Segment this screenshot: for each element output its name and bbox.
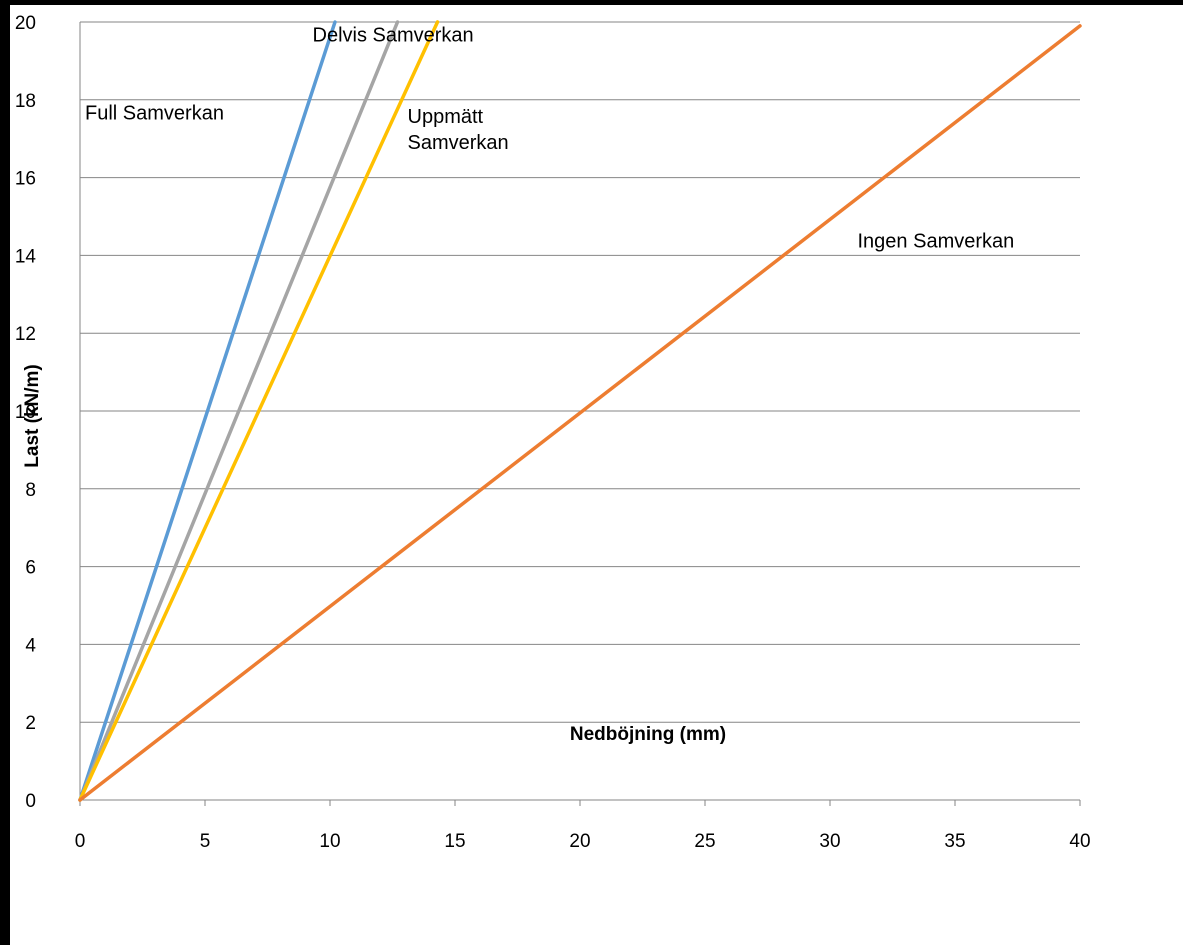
y-tick-label-9: 18 [15,91,36,112]
x-tick-label-5: 25 [694,831,715,852]
annotation-1: Delvis Samverkan [313,24,474,46]
x-tick-label-4: 20 [569,831,590,852]
y-tick-label-4: 8 [25,480,36,501]
y-tick-label-10: 20 [15,13,36,34]
annotation-2-line-1: Samverkan [408,132,509,154]
annotation-3-line-0: Ingen Samverkan [858,231,1015,253]
annotation-layer: Full Samverkan Delvis Samverkan Uppmätt Sam… [85,24,1014,252]
annotation-1-line-0: Delvis Samverkan [313,24,474,46]
x-axis-title: Nedböjning (mm) [570,724,726,745]
x-tick-label-1: 5 [200,831,211,852]
x-tick-label-2: 10 [319,831,340,852]
series-line-3 [78,24,1082,802]
y-tick-label-1: 2 [25,713,36,734]
annotation-0-line-0: Full Samverkan [85,102,224,124]
x-tick-label-8: 40 [1069,831,1090,852]
y-tick-label-8: 16 [15,169,36,190]
x-tick-label-0: 0 [75,831,86,852]
chart-frame: 0 2 4 6 8 10 12 14 16 18 20 0 5 10 15 20 25 30 35 40 Full S… [10,5,1183,945]
series-line-2 [78,20,440,802]
chart-svg: 0 2 4 6 8 10 12 14 16 18 20 0 5 10 15 20 25 30 35 40 Full S… [15,13,1091,852]
y-tick-label-0: 0 [25,791,36,812]
series-line-0 [78,20,337,802]
x-tick-label-7: 35 [944,831,965,852]
x-tick-label-3: 15 [444,831,465,852]
axis-layer: 0 2 4 6 8 10 12 14 16 18 20 0 5 10 15 20 25 30 35 40 [15,13,1091,852]
y-tick-label-7: 14 [15,246,37,267]
series-layer [78,20,1082,802]
annotation-2-line-0: Uppmätt [408,106,484,128]
y-tick-label-5: 10 [15,402,36,423]
annotation-0: Full Samverkan [85,102,224,124]
y-tick-label-2: 4 [25,635,36,656]
annotation-3: Ingen Samverkan [858,231,1015,253]
y-axis-title: Last (kN/m) [22,364,43,467]
grid-layer [80,21,1080,723]
x-tick-label-6: 30 [819,831,840,852]
annotation-2: Uppmätt Samverkan [408,106,509,154]
y-tick-label-3: 6 [25,558,36,579]
series-line-1 [78,20,400,802]
y-tick-label-6: 12 [15,324,36,345]
